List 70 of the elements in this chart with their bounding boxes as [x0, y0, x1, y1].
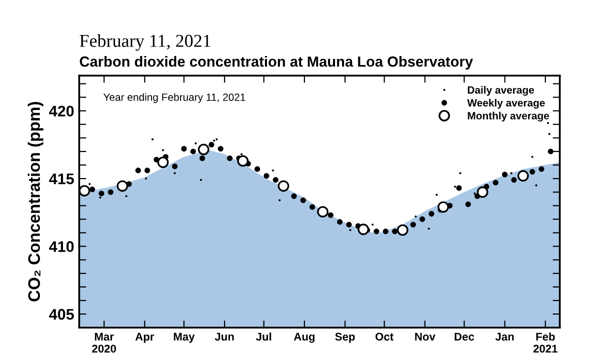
point [420, 216, 426, 222]
point [511, 177, 517, 183]
y-axis-title: CO₂ Concentration (ppm) [28, 102, 44, 302]
point [218, 146, 224, 152]
point [428, 211, 434, 217]
point [116, 180, 128, 192]
point [538, 166, 544, 172]
x-tick-label: Jul [256, 332, 272, 341]
point [190, 148, 196, 154]
x-tick-label: May [174, 332, 195, 343]
chart-subtitle: February 11, 2021 [80, 34, 210, 51]
point [465, 202, 471, 208]
y-tick-label: 405 [49, 308, 74, 320]
point [135, 168, 141, 174]
point [502, 172, 508, 178]
point [438, 201, 449, 213]
point [237, 155, 249, 167]
legend-label: Monthly average [468, 112, 550, 122]
chart-title: Carbon dioxide concentration at Mauna Loa Observatory [80, 56, 473, 70]
point [264, 173, 270, 179]
point [181, 146, 187, 152]
x-tick-label: Sep [335, 332, 355, 343]
point [530, 169, 536, 175]
point [227, 155, 233, 162]
point [172, 164, 178, 170]
point [317, 206, 328, 218]
point [310, 204, 316, 210]
point [144, 168, 150, 174]
point [456, 185, 462, 191]
point [300, 197, 306, 204]
y-tick-label: 415 [49, 174, 74, 184]
point [208, 142, 214, 148]
point [548, 148, 554, 154]
point [410, 222, 416, 228]
annotation: Year ending February 11, 2021 [103, 93, 246, 103]
point [278, 180, 290, 192]
x-tick-label: Jan [495, 332, 514, 341]
x-tick-label: Nov [415, 332, 436, 341]
y-tick-label: 410 [49, 241, 74, 252]
point [198, 144, 210, 156]
point [90, 186, 96, 192]
x-tick-label: Oct [376, 332, 394, 341]
point [382, 228, 388, 234]
x-tick-label: Dec [454, 332, 474, 341]
x-tick-label: Jun [214, 332, 234, 341]
point [346, 222, 352, 228]
point [492, 180, 498, 186]
point [98, 190, 104, 196]
point [272, 177, 278, 183]
point [328, 212, 334, 218]
y-tick-label: 420 [49, 106, 74, 117]
point [546, 122, 550, 124]
point [517, 170, 529, 182]
x-tick-label: Aug [294, 332, 314, 343]
point [291, 193, 297, 199]
point [337, 219, 343, 225]
point [79, 185, 90, 196]
point [476, 186, 488, 198]
x-tick-label: Apr [135, 332, 154, 343]
legend-label: Daily average [468, 86, 534, 96]
point [392, 228, 398, 234]
legend-label: Weekly average [467, 98, 545, 109]
point [358, 224, 370, 236]
point [108, 189, 114, 195]
point [374, 228, 380, 234]
x-tick-label: Feb 2021 [533, 332, 558, 353]
point [396, 224, 408, 236]
point [200, 155, 206, 162]
x-tick-label: Mar 2020 [92, 332, 116, 353]
point [254, 166, 260, 172]
